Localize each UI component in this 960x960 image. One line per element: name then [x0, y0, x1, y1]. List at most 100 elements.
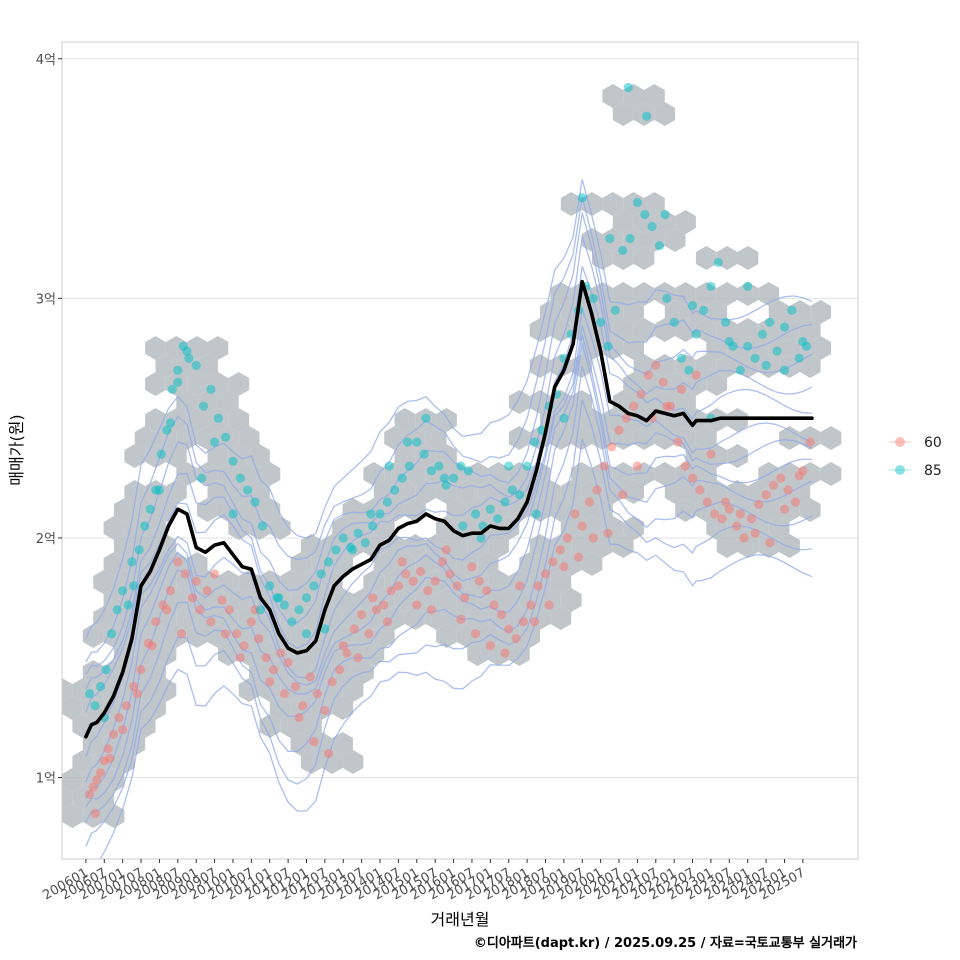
hexbin-cell — [228, 588, 250, 612]
hexbin-cell — [342, 678, 364, 702]
hexbin-cell — [103, 804, 125, 828]
point-60 — [721, 497, 731, 507]
hexbin-cell — [654, 210, 676, 234]
legend-key-point-60 — [895, 437, 905, 447]
hexbin-cell — [62, 786, 73, 810]
point-60 — [357, 610, 367, 620]
point-85 — [603, 341, 613, 351]
hexbin-cell — [134, 426, 156, 450]
y-tick-label-3: 4억 — [36, 53, 56, 68]
hexbin-cell — [612, 534, 634, 558]
point-60 — [92, 775, 102, 785]
point-85 — [504, 461, 514, 471]
hexbin-cell — [290, 732, 312, 756]
point-85 — [522, 461, 532, 471]
point-60 — [309, 737, 319, 747]
hexbin-cell — [550, 606, 572, 630]
point-60 — [526, 600, 536, 610]
point-60 — [794, 471, 804, 481]
hexbin-cell — [675, 282, 696, 306]
point-60 — [702, 497, 712, 507]
point-60 — [276, 648, 286, 658]
contour-line-0 — [99, 438, 813, 859]
point-85 — [154, 485, 164, 495]
point-60 — [518, 617, 529, 627]
hexbin-cell — [467, 642, 489, 666]
hexbin-cell — [644, 192, 665, 216]
point-60 — [224, 605, 234, 615]
hexbin-cell — [436, 624, 457, 648]
point-60 — [129, 681, 139, 692]
point-85 — [412, 437, 422, 447]
hexbin-cell — [301, 606, 322, 630]
point-85 — [243, 485, 253, 495]
hexbin-cell — [363, 462, 385, 486]
point-60 — [108, 729, 119, 740]
point-85 — [221, 432, 231, 442]
chart-caption: ©디아파트(dapt.kr) / 2025.09.25 / 자료=국토교통부 실… — [474, 935, 857, 951]
point-60 — [261, 653, 271, 663]
point-60 — [423, 586, 433, 596]
hexbin-cell — [62, 678, 73, 702]
hexbin-cell — [560, 480, 582, 504]
point-85 — [623, 82, 633, 93]
hexbin-cell — [217, 462, 239, 486]
point-60 — [765, 538, 775, 548]
point-85 — [699, 305, 709, 315]
point-85 — [654, 241, 665, 251]
point-85 — [107, 629, 117, 639]
hexbin-cell — [93, 606, 114, 630]
hexbin-cell — [747, 336, 769, 360]
hexbin-cell — [436, 444, 457, 468]
point-60 — [790, 497, 801, 507]
point-85 — [265, 581, 275, 591]
point-60 — [768, 480, 779, 490]
hexbin-cell — [633, 318, 655, 342]
point-60 — [482, 586, 492, 596]
hexbin-cell — [197, 354, 218, 378]
point-85 — [167, 384, 177, 394]
point-60 — [279, 689, 289, 699]
point-60 — [298, 701, 308, 711]
hexbin-cell — [373, 552, 395, 576]
point-60 — [732, 521, 742, 531]
hexbin-cell — [342, 498, 364, 522]
point-60 — [324, 749, 334, 759]
hexbin-cell — [477, 552, 499, 576]
point-85 — [588, 293, 598, 303]
point-60 — [195, 605, 205, 615]
point-60 — [485, 641, 495, 651]
hexbin-cell — [436, 588, 457, 612]
hexbin-cell — [664, 480, 686, 504]
point-85 — [250, 497, 260, 507]
hexbin-cell — [612, 102, 634, 126]
point-85 — [787, 305, 797, 315]
hexbin-cell — [415, 480, 437, 504]
legend-item-60: 60 — [889, 435, 942, 451]
hexbin-cell — [508, 390, 530, 414]
point-60 — [618, 490, 628, 500]
hexbin-cell — [217, 606, 239, 630]
hexbin-cell — [342, 750, 364, 774]
point-60 — [397, 557, 407, 567]
point-60 — [574, 552, 584, 562]
hexbin-cell — [488, 462, 509, 486]
point-60 — [603, 528, 613, 538]
point-85 — [210, 437, 220, 447]
point-85 — [366, 509, 376, 519]
hexbin-cell — [72, 750, 94, 774]
point-85 — [485, 504, 495, 514]
point-85 — [676, 353, 687, 363]
hexbin-cell — [529, 534, 551, 558]
hexbin-cell — [186, 336, 208, 360]
point-85 — [338, 533, 348, 543]
point-85 — [228, 509, 238, 519]
point-85 — [397, 473, 407, 483]
hexbin-cell — [737, 246, 759, 270]
point-60 — [165, 586, 176, 596]
point-60 — [364, 629, 374, 639]
point-60 — [382, 617, 392, 627]
hexbin-cell — [664, 300, 686, 324]
hexbin-cell — [217, 570, 239, 594]
hexbin-cell — [176, 606, 198, 630]
